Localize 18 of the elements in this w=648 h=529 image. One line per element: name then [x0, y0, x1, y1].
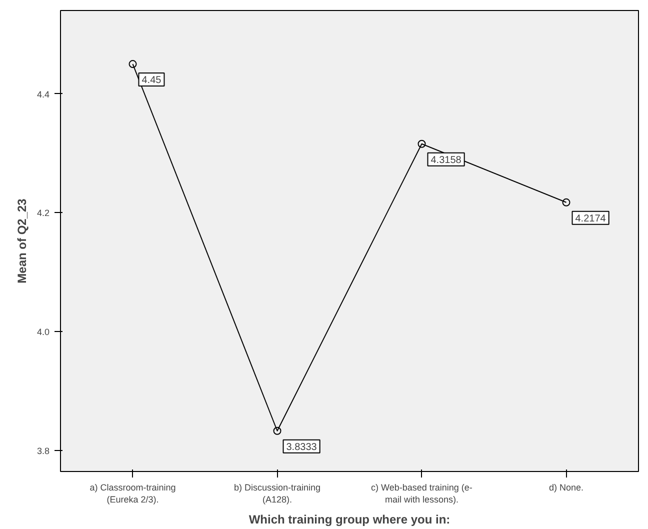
point [562, 198, 570, 206]
data-label: 4.45 [142, 75, 162, 86]
data-label: 4.2174 [575, 213, 606, 224]
point [128, 60, 137, 68]
x-tick-label: c) Web-based training (e- mail with lessons). [371, 482, 472, 504]
point [273, 426, 282, 435]
x-tick-label: a) Classroom-training (Eureka 2/3). [90, 482, 176, 504]
y-tick-label: 4.4 [36, 89, 50, 100]
y-tick-label: 4.0 [36, 327, 50, 338]
point [418, 140, 426, 148]
x-tick-label: b) Discussion-training (A128). [234, 482, 321, 504]
data-label: 4.3158 [430, 154, 462, 166]
x-axis-title: Which training group where you in: [248, 512, 450, 526]
y-tick-label: 4.2 [36, 208, 50, 218]
y-tick-label: 3.8 [36, 446, 50, 456]
data-label: 3.8333 [286, 442, 318, 453]
y-axis-title: Mean of Q2_23 [14, 198, 29, 284]
x-tick-label: d) None. [548, 482, 584, 492]
